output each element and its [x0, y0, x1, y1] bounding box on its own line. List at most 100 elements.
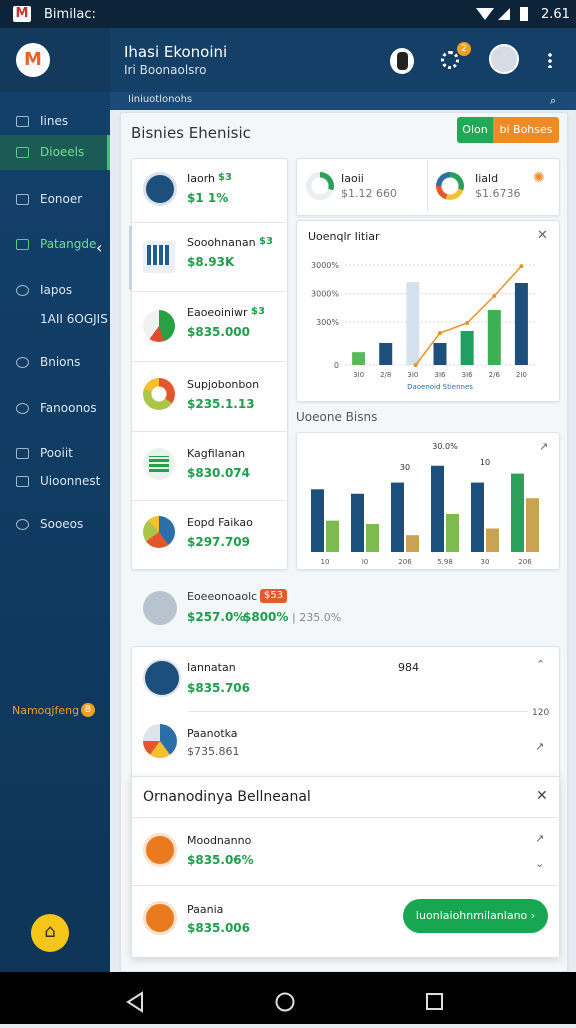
icon [143, 516, 175, 548]
stats-card [296, 158, 560, 216]
contact-name: Iannatan [187, 661, 236, 674]
close-icon[interactable]: ✕ [537, 228, 548, 243]
icon [143, 833, 177, 867]
summary-title: Eoeeonoaolc [187, 590, 258, 603]
chart-title: Uoenqlr Iitiar [308, 230, 380, 243]
section-label: Uoeone Bisns [296, 410, 378, 424]
search-label: Iiniuotlonohs [128, 94, 193, 105]
icon [436, 172, 464, 200]
list-card [131, 158, 288, 570]
list-value: $830.074 [187, 466, 251, 480]
list-value: $8.93K [187, 255, 235, 269]
menu-icon[interactable] [548, 52, 552, 68]
list-name: Supjobonbon [187, 378, 260, 391]
list-value: $297.709 [187, 535, 251, 549]
stat-value: $1.12 660 [341, 187, 397, 200]
nav-item[interactable]: Patangde [40, 237, 97, 251]
nav-item[interactable]: Sooeos [40, 517, 84, 531]
nav-item[interactable]: Iapos [40, 283, 73, 297]
nav-item[interactable]: Uioonnest [40, 474, 101, 488]
sun-icon: ✺ [533, 170, 545, 186]
expand-icon[interactable]: ↗ [535, 740, 545, 753]
promo-badge: B [81, 703, 95, 717]
fab-button[interactable]: ⌂ [31, 914, 69, 952]
list-name: Iaorh [187, 172, 216, 185]
stat-value: $1.6736 [475, 187, 521, 200]
list-value: $235.1.13 [187, 397, 255, 411]
search-bar[interactable]: Iiniuotlonohs ⌕ [110, 92, 576, 110]
active-item-bg [0, 135, 110, 170]
modal-row-value: $835.06% [187, 853, 254, 867]
chart-card [296, 220, 560, 402]
status-app: Bimilac: [44, 7, 96, 22]
list-value: $1 1% [187, 191, 229, 205]
profile-avatar[interactable] [489, 44, 519, 74]
summary-value: $257.0% [187, 610, 246, 624]
nav-item[interactable]: Pooiit [40, 446, 73, 460]
contact-value: $735.861 [187, 745, 240, 758]
summary-value: | 235.0% [292, 611, 342, 624]
button[interactable]: bi Bohses [493, 117, 559, 143]
icon [143, 901, 177, 935]
icon [143, 378, 175, 410]
modal-title: Ornanodinya Bellneanal [143, 789, 311, 805]
header-subtitle: Iri Boonaolsro [124, 63, 207, 77]
modal-row-value: $835.006 [187, 921, 251, 935]
notification-badge: 2 [457, 42, 471, 56]
expand-icon[interactable]: ↗ [535, 832, 545, 845]
search-icon[interactable]: ⌕ [550, 94, 557, 107]
button-label: Iuonlaiohnmilanlano [415, 909, 528, 922]
status-icons [476, 7, 528, 21]
icon [306, 172, 334, 200]
nav-item[interactable]: Bnions [40, 355, 81, 369]
icon [143, 310, 175, 342]
status-bar: M Bimilac: 2.61 [0, 0, 576, 28]
promo-label[interactable]: Namoqjfeng [12, 704, 80, 717]
scroll-indicator [129, 226, 132, 290]
primary-button[interactable]: Iuonlaiohnmilanlano › [403, 899, 548, 933]
contact-value: $835.706 [187, 681, 251, 695]
nav-item[interactable]: Iines [40, 114, 69, 128]
list-name: Kagfilanan [187, 447, 246, 460]
stat-name: Iiald [475, 172, 499, 185]
list-value: $835.000 [187, 325, 251, 339]
sidebar: Iines Dioeels Eonoer Patangde ‹ Iapos 1A… [0, 92, 110, 972]
chevron-up[interactable]: ⌃ [536, 658, 546, 671]
nav-item[interactable]: Fanoonos [40, 401, 97, 415]
app-header: M Ihasi Ekonoini Iri Boonaolsro 2 [0, 28, 576, 92]
avatar-icon[interactable] [390, 48, 414, 74]
settings-icon[interactable] [441, 51, 459, 69]
logo[interactable]: M [16, 43, 50, 77]
stat-name: Iaoii [341, 172, 364, 185]
list-name: Eopd Faikao [187, 516, 253, 529]
nav-icons [126, 991, 443, 1013]
chevron: ‹ [96, 238, 103, 257]
nav-bar [0, 972, 576, 1024]
list-name: Eaoeoiniwr [187, 306, 248, 319]
avatar [143, 659, 181, 697]
list-name: Sooohnanan [187, 236, 256, 249]
nav-item[interactable]: 1AII 6OGJIS [40, 312, 108, 326]
contact-meta: 984 [398, 661, 419, 674]
modal-row-name: Moodnanno [187, 834, 252, 847]
summary-badge: $53 [260, 589, 288, 603]
icon [143, 241, 175, 273]
contact-meta: 120 [532, 708, 550, 718]
chevron-down[interactable]: ⌄ [535, 857, 545, 870]
modal-row-name: Paania [187, 903, 224, 916]
icon [143, 172, 177, 206]
contact-name: Paanotka [187, 727, 238, 740]
list-badge: $3 [259, 236, 273, 247]
icon [143, 448, 175, 480]
chart-card [296, 432, 560, 570]
list-badge: $3 [251, 306, 265, 317]
nav-item[interactable]: Eonoer [40, 192, 83, 206]
nav-item[interactable]: Dioeels [40, 145, 85, 159]
panel-title: Bisnies Ehenisic [131, 124, 251, 142]
icon [143, 591, 177, 625]
button[interactable]: Olon [457, 117, 493, 143]
expand-icon[interactable]: ↗ [539, 440, 549, 453]
close-icon[interactable]: ✕ [536, 788, 548, 804]
status-time: 2.61 [541, 7, 570, 22]
